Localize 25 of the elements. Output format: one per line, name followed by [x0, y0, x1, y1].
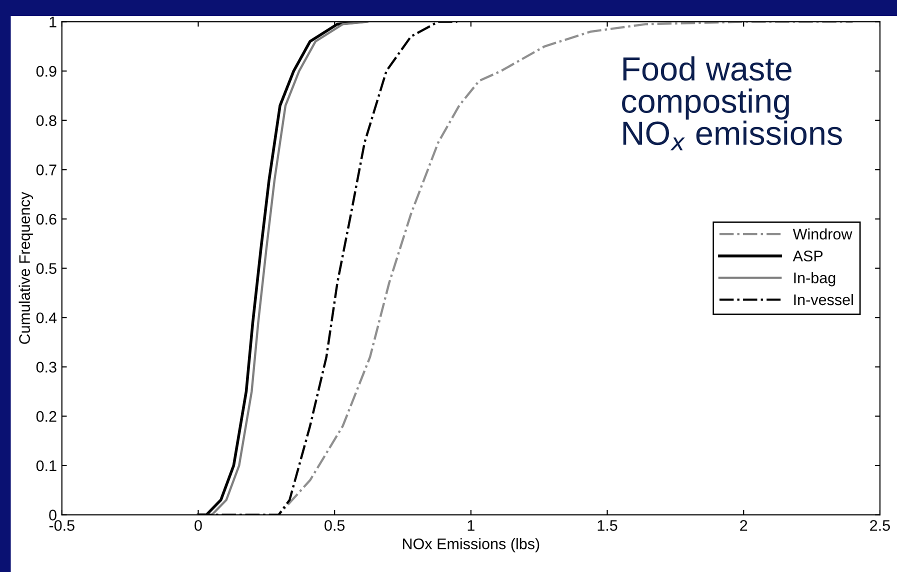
- x-tick-label: 2: [740, 520, 748, 531]
- y-tick-label: 0.6: [36, 214, 56, 225]
- x-tick-label: 2.5: [870, 520, 890, 531]
- x-axis-title: NOx Emissions (lbs): [402, 538, 540, 552]
- text: Food waste composting NO$_{x}$ emissions: [622, 56, 842, 150]
- x-tick-label: -0.5: [49, 520, 74, 531]
- legend-label: In-bag: [794, 272, 836, 286]
- y-tick-label: 0.5: [36, 263, 56, 274]
- y-tick-label: 0.3: [36, 362, 56, 373]
- x-tick-label: 0: [194, 520, 202, 531]
- x-tick-label: 1: [468, 520, 474, 531]
- x-tick-label: 0.5: [324, 520, 345, 531]
- y-tick-label: 0.7: [36, 164, 56, 176]
- y-tick-label: 0.9: [36, 66, 56, 77]
- legend-label: ASP: [792, 250, 823, 262]
- y-tick-label: 0.4: [36, 312, 57, 324]
- y-axis-title: Cumulative Frequency: [18, 192, 34, 344]
- legend-label: Windrow: [792, 228, 852, 240]
- x-tick-label: 1.5: [598, 520, 618, 531]
- y-tick-label: 0.2: [36, 411, 56, 422]
- y-tick-label: 1: [50, 16, 56, 28]
- y-tick-label: 0.8: [36, 115, 56, 126]
- y-tick-label: 0: [49, 510, 56, 520]
- legend-label: In-vessel: [794, 294, 853, 306]
- y-tick-label: 0.1: [36, 460, 56, 472]
